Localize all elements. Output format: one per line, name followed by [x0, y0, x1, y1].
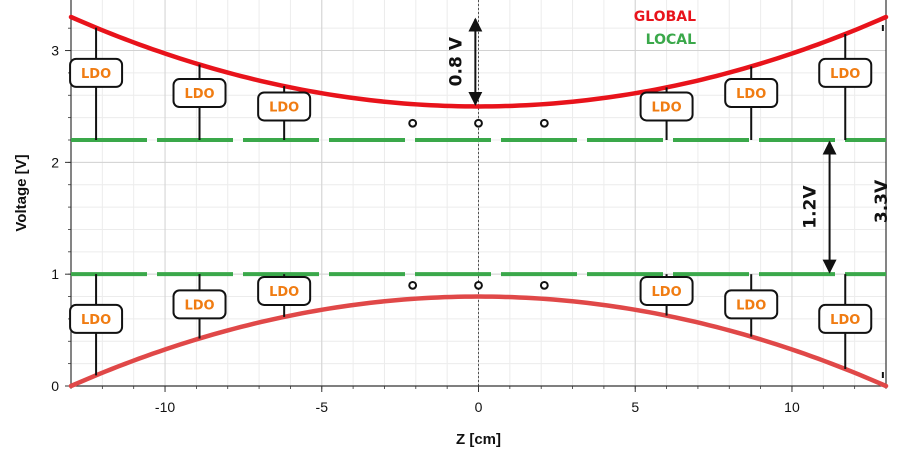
legend: GLOBAL LOCAL: [634, 9, 696, 48]
y-tick-label: 1: [51, 266, 59, 282]
ldo-label: LDO: [736, 298, 766, 313]
ldo-box: LDO: [257, 91, 312, 122]
ellipsis-dot: [539, 280, 549, 290]
ldo-box-frame: [257, 91, 312, 122]
ldo-box: LDO: [639, 275, 694, 306]
ldo-label: LDO: [652, 285, 682, 300]
y-tick-label: 0: [51, 378, 59, 394]
y-axis-title: Voltage [V]: [13, 154, 30, 231]
ldo-box: LDO: [724, 289, 779, 320]
x-tick-label: 0: [475, 399, 483, 415]
ldo-label: LDO: [269, 100, 299, 115]
axes: -10 -5 0 5 10 0 1 2 3: [51, 0, 887, 415]
ldo-box: LDO: [818, 57, 873, 88]
x-tick-label: -5: [316, 399, 329, 415]
y-tick-label: 3: [51, 43, 59, 59]
ldo-label: LDO: [184, 87, 214, 102]
x-axis-title: Z [cm]: [456, 431, 501, 448]
ldo-box-frame: [818, 303, 873, 334]
ldo-box-frame: [639, 91, 694, 122]
annotation-label: 0.8 V: [446, 36, 466, 86]
ldo-label: LDO: [184, 298, 214, 313]
annotation-label: 1.2V: [801, 185, 821, 229]
ldo-box: LDO: [172, 78, 227, 109]
ldo-label: LDO: [830, 313, 860, 328]
annotations: 0.8 V 1.2V 3.3V: [446, 17, 892, 378]
ldo-box-frame: [639, 275, 694, 306]
ldo-box-frame: [818, 57, 873, 88]
annotation-label: 3.3V: [872, 179, 892, 223]
ellipsis-dot: [474, 280, 483, 290]
legend-entry-local: LOCAL: [646, 32, 696, 48]
ldo-box: LDO: [69, 57, 124, 88]
x-tick-label: 5: [631, 399, 639, 415]
ldo-box-frame: [172, 78, 227, 109]
series: [68, 14, 889, 389]
ldo-label: LDO: [652, 100, 682, 115]
ellipsis-dot: [408, 280, 418, 290]
ldo-box-frame: [724, 78, 779, 109]
ldo-box-frame: [172, 289, 227, 320]
ldo-label: LDO: [736, 87, 766, 102]
series-line-global-0: [68, 14, 889, 109]
ellipsis-dot: [539, 118, 549, 128]
legend-entry-global: GLOBAL: [634, 9, 696, 25]
series-line-global-1: [68, 294, 889, 389]
ldo-box: LDO: [639, 91, 694, 122]
grid: [70, 0, 887, 387]
x-tick-label: -10: [155, 399, 175, 415]
ldo-boxes: LDO LDO LDO LDO LDO LDO LDO LDO LDO LDO LDO LDO: [69, 27, 873, 376]
ldo-box-frame: [69, 57, 124, 88]
ellipsis-dot: [408, 118, 418, 128]
ldo-box-frame: [257, 275, 312, 306]
ldo-label: LDO: [269, 285, 299, 300]
y-tick-label: 2: [51, 154, 59, 170]
ldo-box-frame: [724, 289, 779, 320]
ldo-label: LDO: [81, 313, 111, 328]
ldo-label: LDO: [830, 67, 860, 82]
ldo-label: LDO: [81, 67, 111, 82]
ldo-box: LDO: [724, 78, 779, 109]
ldo-box: LDO: [257, 275, 312, 306]
ldo-box: LDO: [69, 303, 124, 334]
ldo-box-frame: [69, 303, 124, 334]
ldo-box: LDO: [172, 289, 227, 320]
x-tick-label: 10: [784, 399, 800, 415]
ellipsis-dot: [474, 118, 483, 128]
ldo-box: LDO: [818, 303, 873, 334]
